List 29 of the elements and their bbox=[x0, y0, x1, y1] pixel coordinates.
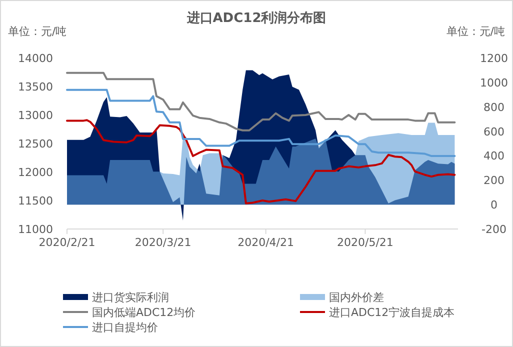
y2-tick-label: 800 bbox=[484, 100, 504, 114]
y-tick-label: 11000 bbox=[18, 223, 53, 236]
text: 单位：元/吨 bbox=[8, 25, 67, 38]
chart-title: 进口ADC12利润分布图 bbox=[186, 10, 326, 26]
y2-tick-label: 200 bbox=[484, 174, 504, 188]
legend-label: 进口货实际利润 bbox=[92, 291, 169, 304]
y-tick-label: 11500 bbox=[18, 194, 53, 208]
legend-label: 国内外价差 bbox=[329, 291, 384, 304]
y-tick-label: 13000 bbox=[18, 109, 53, 122]
y-tick-label: 14000 bbox=[18, 52, 53, 65]
legend-label: 进口ADC12宁波自提成本 bbox=[329, 306, 455, 319]
y2-tick-label: 1000 bbox=[480, 76, 508, 90]
x-tick-label: 2020/3/21 bbox=[134, 236, 192, 249]
y-tick-label: 12500 bbox=[18, 138, 53, 150]
text: 单位：元/吨 bbox=[446, 25, 505, 38]
line-series bbox=[66, 72, 456, 132]
legend-label: 进口自提均价 bbox=[92, 321, 158, 334]
y-tick-label: 12000 bbox=[18, 166, 53, 179]
y2-tick-label: 0 bbox=[490, 198, 498, 212]
y2-tick-label: 1200 bbox=[480, 52, 508, 65]
y-tick-label: 13500 bbox=[18, 80, 53, 94]
line-series bbox=[66, 88, 456, 158]
legend-label: 国内低端ADC12均价 bbox=[92, 306, 196, 319]
y2-tick-label: 400 bbox=[484, 150, 504, 163]
x-tick-label: 2020/4/21 bbox=[238, 236, 294, 249]
y2-tick-label: 600 bbox=[484, 125, 504, 138]
x-tick-label: 2020/5/21 bbox=[337, 236, 394, 249]
y2-tick-label: -200 bbox=[482, 223, 506, 236]
x-tick-label: 2020/2/21 bbox=[38, 236, 96, 249]
